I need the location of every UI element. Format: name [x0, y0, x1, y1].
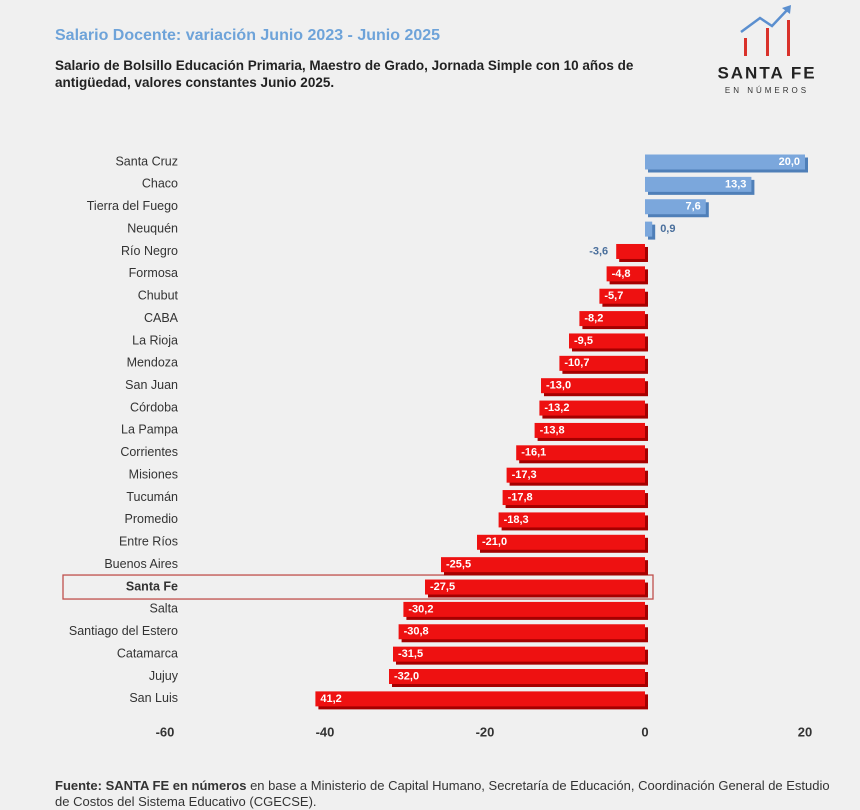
- value-label: -17,3: [512, 469, 537, 481]
- source-text: en base a Ministerio de Capital Humano, …: [55, 778, 830, 809]
- value-label: -10,7: [564, 357, 589, 369]
- highlight-box: [62, 574, 654, 600]
- category-label: Misiones: [129, 467, 178, 481]
- category-label: Promedio: [125, 512, 179, 526]
- category-label: Mendoza: [127, 356, 178, 370]
- value-label: 13,3: [725, 178, 746, 190]
- value-label: -17,8: [508, 491, 533, 503]
- category-label: Corrientes: [120, 445, 178, 459]
- value-label: -9,5: [574, 335, 593, 347]
- bar: [398, 624, 645, 640]
- source-brand: SANTA FE en números: [105, 778, 247, 793]
- category-label: Córdoba: [130, 400, 178, 414]
- bar: [645, 176, 752, 192]
- bar: [645, 199, 706, 215]
- source: Fuente: SANTA FE en números en base a Mi…: [55, 778, 835, 810]
- value-label: -4,8: [612, 268, 631, 280]
- category-label: San Juan: [125, 378, 178, 392]
- bar: [606, 266, 645, 282]
- bar: [403, 601, 645, 617]
- value-label: -32,0: [394, 670, 419, 682]
- value-label: -21,0: [482, 536, 507, 548]
- value-label: 0,9: [660, 223, 675, 235]
- bar: [498, 512, 645, 528]
- value-label: -3,6: [589, 245, 608, 257]
- category-label: Catamarca: [117, 646, 178, 660]
- chart-subtitle: Salario de Bolsillo Educación Primaria, …: [55, 58, 634, 90]
- value-label: -13,8: [540, 424, 565, 436]
- bar: [569, 333, 645, 349]
- bar: [506, 467, 645, 483]
- value-label: -30,8: [404, 626, 429, 638]
- x-tick-label: 0: [641, 724, 648, 739]
- category-label: Formosa: [129, 266, 178, 280]
- value-label: -18,3: [504, 514, 529, 526]
- category-label: Entre Ríos: [119, 535, 178, 549]
- category-label: Chaco: [142, 177, 178, 191]
- value-label: -8,2: [584, 312, 603, 324]
- bar: [599, 288, 645, 304]
- bar: [616, 243, 645, 259]
- bar: [541, 378, 645, 394]
- value-label: -25,5: [446, 559, 471, 571]
- bar: [477, 534, 645, 550]
- logo-tagline: EN NÚMEROS: [725, 86, 809, 95]
- value-label: -13,0: [546, 380, 571, 392]
- bar: [441, 557, 645, 573]
- category-label: Buenos Aires: [104, 557, 178, 571]
- category-label: La Rioja: [132, 333, 178, 347]
- category-label: CABA: [144, 311, 179, 325]
- value-label: -5,7: [604, 290, 623, 302]
- value-label: -16,1: [521, 447, 546, 459]
- source-label: Fuente:: [55, 778, 102, 793]
- x-tick-label: -60: [156, 724, 175, 739]
- value-label: 20,0: [779, 156, 800, 168]
- bar: [315, 691, 645, 707]
- category-label: San Luis: [129, 691, 178, 705]
- bar: [393, 646, 645, 662]
- category-label: Salta: [150, 602, 179, 616]
- bar: [559, 355, 645, 371]
- value-label: -13,2: [544, 402, 569, 414]
- bar: [425, 579, 645, 595]
- bar: [534, 422, 645, 438]
- x-tick-label: 20: [798, 724, 812, 739]
- value-label: -31,5: [398, 648, 423, 660]
- category-label: Santa Fe: [126, 579, 178, 593]
- category-label: La Pampa: [121, 423, 178, 437]
- bar: [516, 445, 645, 461]
- category-label: Tierra del Fuego: [87, 199, 178, 213]
- chart-title: Salario Docente: variación Junio 2023 - …: [55, 27, 441, 44]
- bar: [502, 490, 645, 506]
- value-label: 7,6: [686, 201, 701, 213]
- x-tick-label: -20: [476, 724, 495, 739]
- category-label: Tucumán: [126, 490, 178, 504]
- logo-name: SANTA FE: [717, 63, 816, 82]
- value-label: 41,2: [320, 693, 341, 705]
- category-label: Neuquén: [127, 221, 178, 235]
- bar: [539, 400, 645, 416]
- value-label: -27,5: [430, 581, 455, 593]
- category-label: Río Negro: [121, 244, 178, 258]
- value-label: -30,2: [408, 603, 433, 615]
- category-label: Santiago del Estero: [69, 624, 178, 638]
- bar: [389, 669, 645, 685]
- logo-icon: [740, 5, 791, 56]
- bar: [645, 154, 805, 170]
- x-tick-label: -40: [316, 724, 335, 739]
- category-label: Jujuy: [149, 669, 179, 683]
- category-label: Santa Cruz: [115, 154, 178, 168]
- bar: [645, 221, 653, 237]
- bar: [579, 311, 645, 327]
- category-label: Chubut: [138, 289, 179, 303]
